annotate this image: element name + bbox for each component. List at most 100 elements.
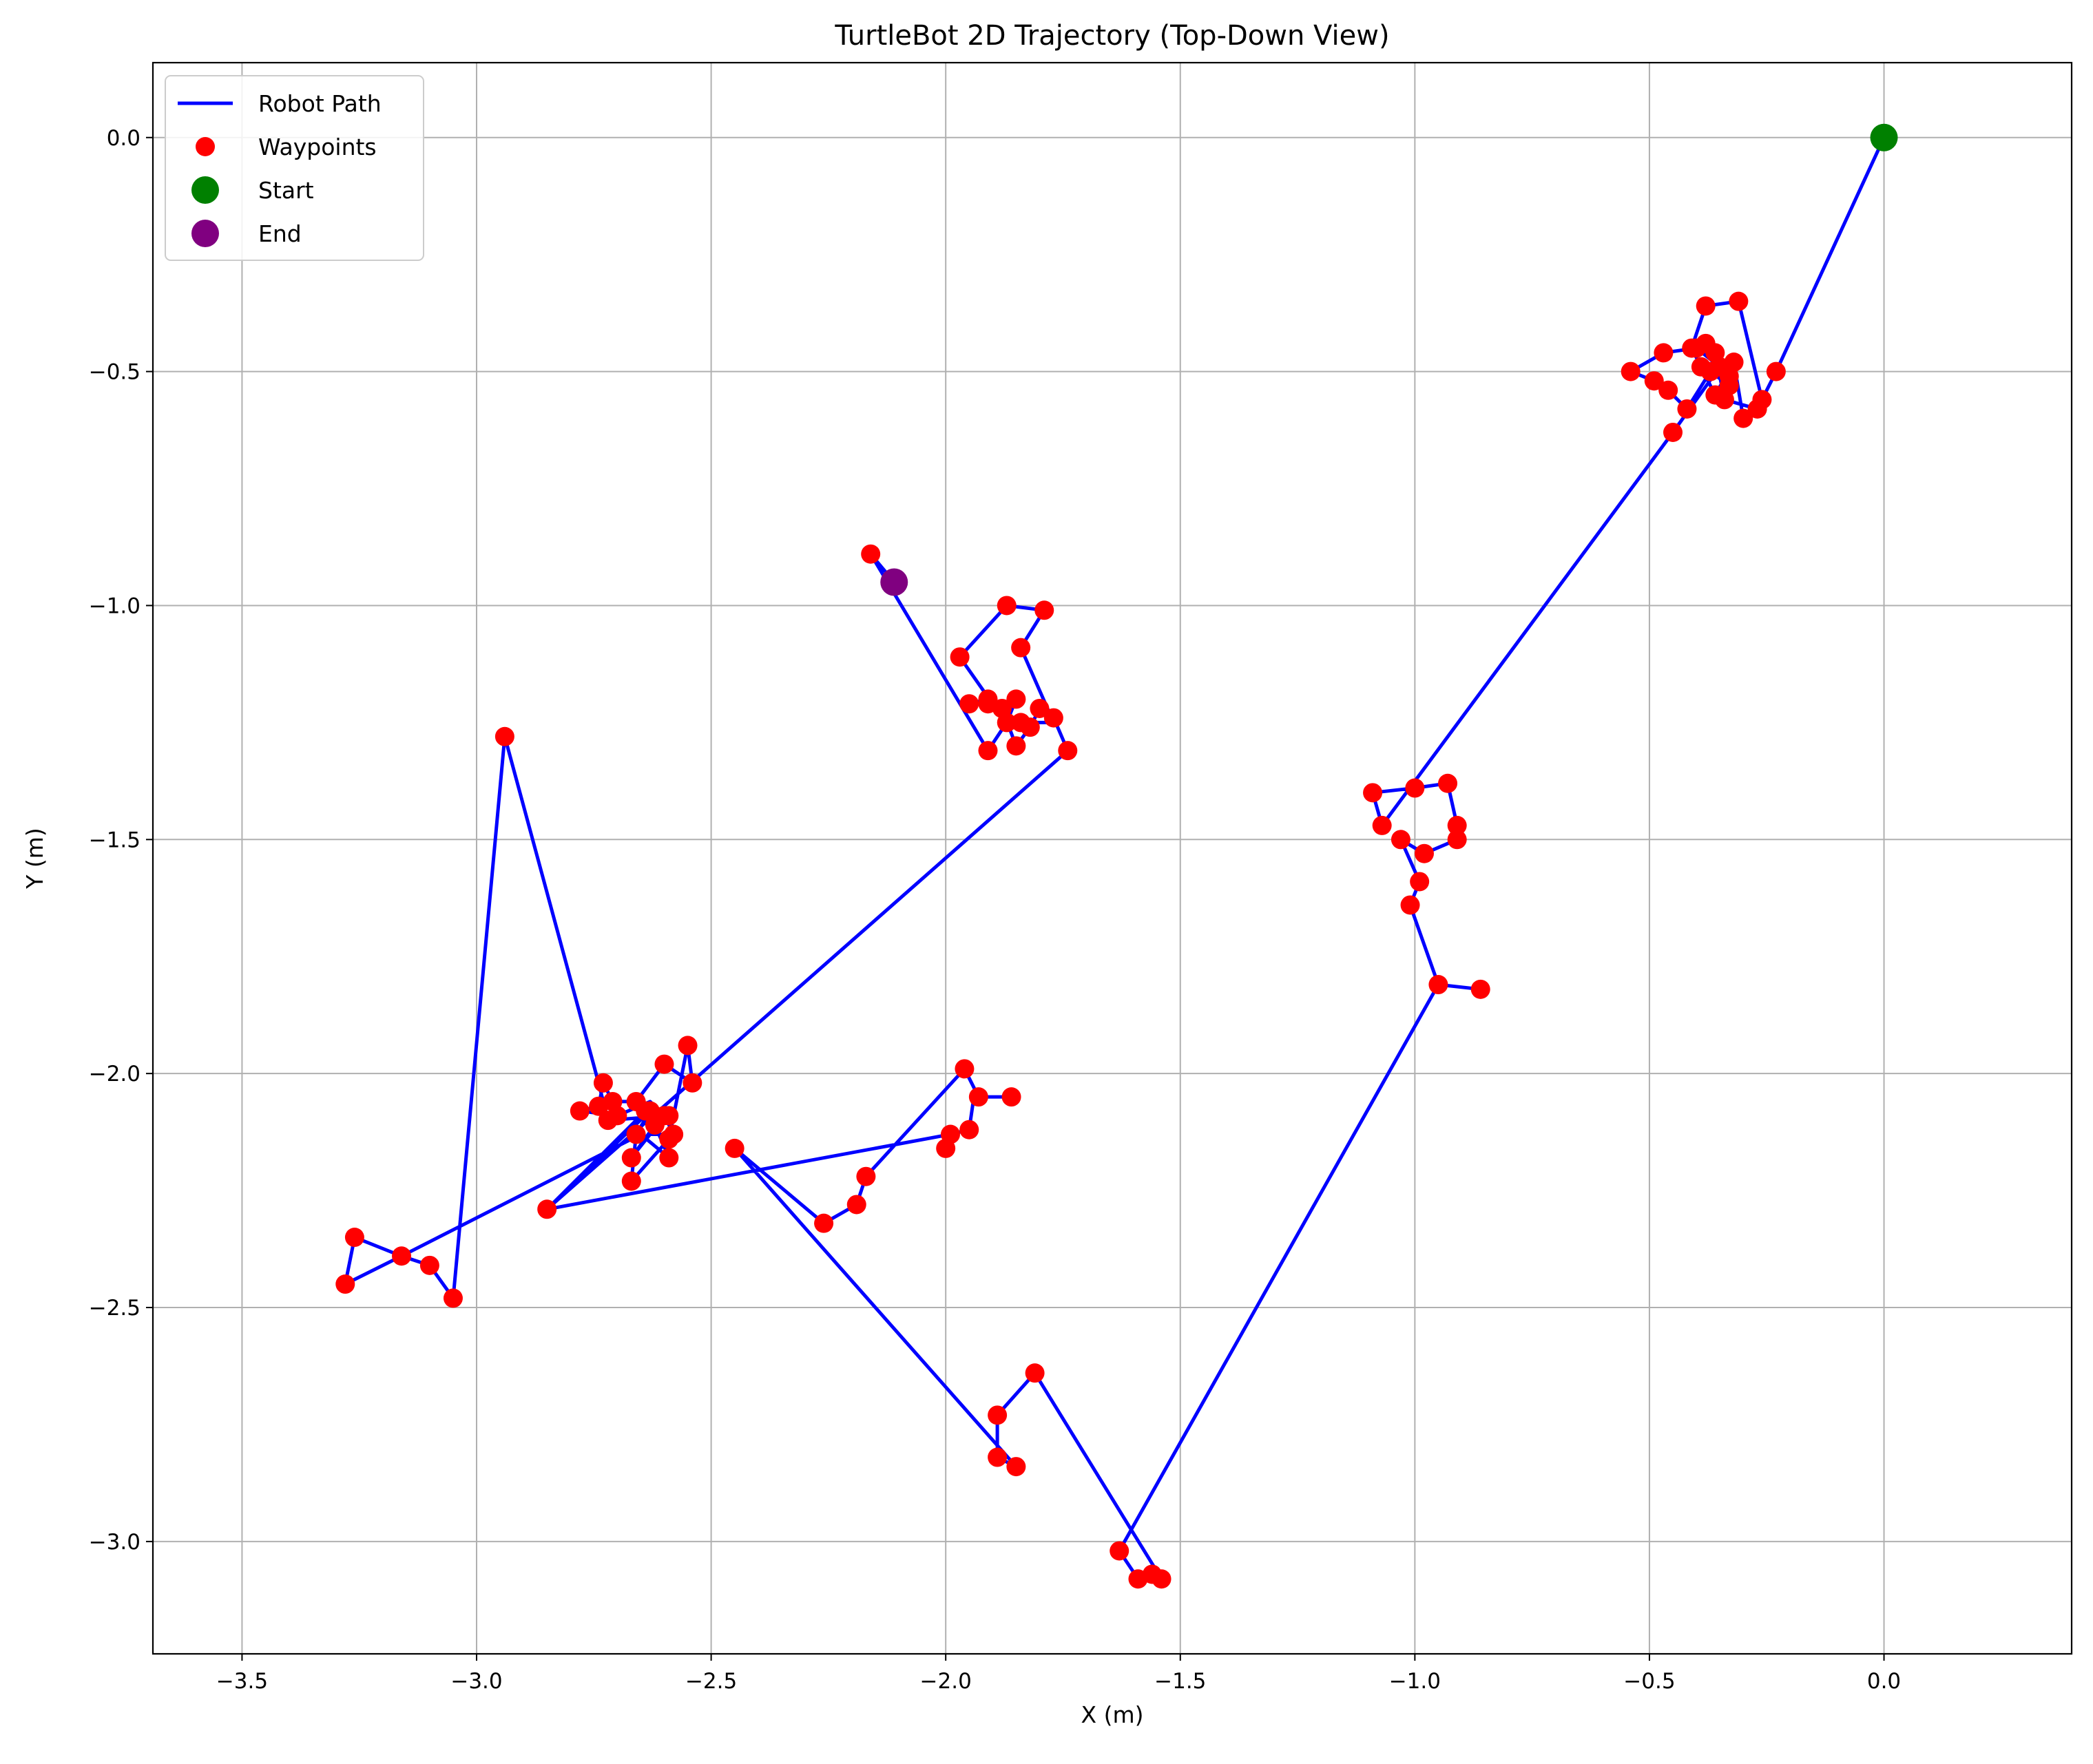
waypoint-point xyxy=(997,596,1017,616)
waypoint-point xyxy=(856,1166,876,1186)
waypoint-point xyxy=(1470,979,1490,999)
legend-label: Waypoints xyxy=(258,134,377,160)
legend-box xyxy=(165,75,424,261)
waypoint-point xyxy=(950,647,970,667)
waypoint-point xyxy=(988,1405,1008,1425)
waypoint-point xyxy=(1747,399,1767,419)
waypoint-point xyxy=(494,726,514,746)
y-tick-label: −2.0 xyxy=(89,1062,140,1086)
waypoint-point xyxy=(978,741,998,761)
waypoint-point xyxy=(645,1115,665,1135)
y-tick-label: 0.0 xyxy=(107,126,140,151)
waypoint-point xyxy=(1058,741,1078,761)
axis-ticks: −3.5 −3.0 −2.5 −2.0 −1.5 −1.0 −0.5 0.0 0.0 −0.5 −1… xyxy=(89,126,1901,1694)
waypoint-point xyxy=(1400,895,1420,915)
waypoint-point xyxy=(861,544,881,564)
y-tick-label: −1.5 xyxy=(89,828,140,852)
waypoint-point xyxy=(959,1120,979,1140)
legend-label: Start xyxy=(258,177,314,204)
x-tick-label: −3.0 xyxy=(450,1669,502,1694)
waypoint-point xyxy=(1372,815,1392,835)
waypoint-point xyxy=(1719,366,1739,386)
waypoint-point xyxy=(1391,830,1410,850)
waypoint-point xyxy=(1001,1087,1021,1107)
y-tick-label: −1.0 xyxy=(89,594,140,618)
waypoint-point xyxy=(1729,291,1749,311)
waypoint-point xyxy=(955,1059,975,1079)
waypoint-point xyxy=(621,1171,641,1191)
x-tick-label: −2.5 xyxy=(685,1669,737,1694)
waypoint-point xyxy=(959,694,979,714)
waypoint-point xyxy=(997,713,1017,733)
x-tick-label: −0.5 xyxy=(1623,1669,1675,1694)
waypoint-point xyxy=(598,1111,618,1131)
waypoint-point xyxy=(1687,338,1707,358)
waypoint-point xyxy=(1025,1363,1045,1383)
legend-swatch-start xyxy=(191,176,219,204)
waypoint-point xyxy=(978,689,998,709)
waypoint-point xyxy=(537,1199,557,1219)
waypoint-point xyxy=(1696,296,1716,316)
waypoint-point xyxy=(1006,689,1026,709)
waypoint-point xyxy=(1621,361,1641,381)
x-tick-label: 0.0 xyxy=(1867,1669,1901,1694)
chart-title: TurtleBot 2D Trajectory (Top-Down View) xyxy=(834,20,1389,52)
waypoint-point xyxy=(1447,830,1467,850)
waypoint-point xyxy=(664,1124,684,1144)
waypoint-point xyxy=(1030,698,1050,718)
waypoint-point xyxy=(725,1138,744,1158)
waypoint-point xyxy=(1410,872,1430,892)
x-tick-label: −2.0 xyxy=(920,1669,972,1694)
x-tick-label: −1.0 xyxy=(1389,1669,1441,1694)
waypoint-point xyxy=(1414,843,1434,863)
y-tick-label: −0.5 xyxy=(89,360,140,385)
waypoint-point xyxy=(1110,1541,1129,1561)
waypoint-point xyxy=(1043,708,1063,728)
waypoint-point xyxy=(443,1288,463,1308)
waypoint-point xyxy=(1428,975,1448,995)
waypoint-point xyxy=(1152,1569,1172,1589)
waypoint-point xyxy=(1006,736,1026,756)
waypoint-point xyxy=(1658,380,1678,400)
waypoint-point xyxy=(1011,713,1031,733)
waypoint-point xyxy=(678,1036,698,1056)
waypoint-point xyxy=(988,1447,1008,1467)
waypoint-point xyxy=(626,1124,646,1144)
x-tick-label: −1.5 xyxy=(1154,1669,1206,1694)
waypoint-point xyxy=(589,1096,609,1116)
waypoints-layer xyxy=(335,291,1786,1589)
end-point xyxy=(880,568,908,596)
legend-swatch-end xyxy=(191,220,219,247)
waypoint-point xyxy=(419,1255,439,1275)
waypoint-point xyxy=(1733,408,1753,428)
y-tick-label: −3.0 xyxy=(89,1530,140,1555)
waypoint-point xyxy=(1766,361,1786,381)
waypoint-point xyxy=(392,1246,412,1266)
waypoint-point xyxy=(814,1213,834,1233)
waypoint-point xyxy=(1677,399,1697,419)
waypoint-point xyxy=(621,1148,641,1168)
grid xyxy=(153,63,2072,1654)
waypoint-point xyxy=(570,1101,590,1121)
waypoint-point xyxy=(1034,600,1054,620)
legend: Robot Path Waypoints Start End xyxy=(165,75,424,261)
x-tick-label: −3.5 xyxy=(216,1669,268,1694)
waypoint-point xyxy=(1405,778,1425,798)
waypoint-point xyxy=(1006,1457,1026,1477)
waypoint-point xyxy=(1438,773,1458,793)
waypoint-point xyxy=(936,1138,956,1158)
waypoint-point xyxy=(1363,783,1383,803)
waypoint-point xyxy=(1447,815,1467,835)
start-point xyxy=(1870,123,1898,151)
waypoint-point xyxy=(1691,357,1711,377)
waypoint-point xyxy=(1011,638,1031,658)
waypoint-point xyxy=(344,1228,364,1248)
waypoint-point xyxy=(1654,343,1674,363)
waypoint-point xyxy=(683,1073,702,1093)
waypoint-point xyxy=(846,1195,866,1215)
waypoint-point xyxy=(1644,371,1664,391)
y-tick-label: −2.5 xyxy=(89,1296,140,1321)
waypoint-point xyxy=(654,1054,674,1074)
